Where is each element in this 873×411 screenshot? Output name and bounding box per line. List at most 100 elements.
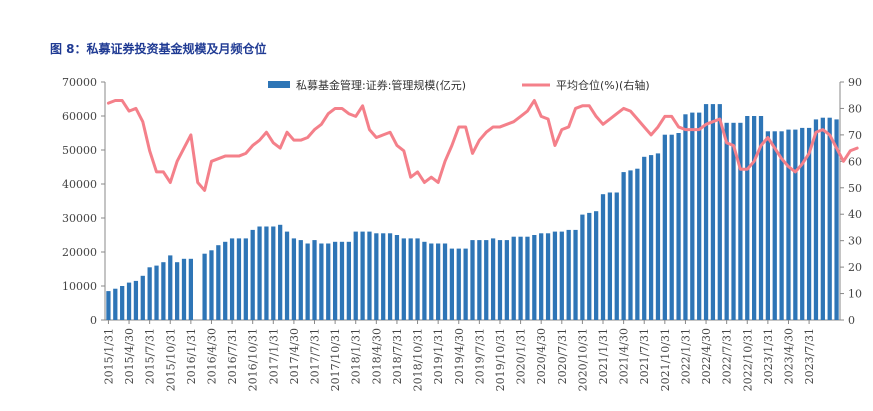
bar <box>710 104 716 320</box>
bar <box>264 226 269 320</box>
bar <box>161 262 166 320</box>
y-left-tick-label: 0 <box>90 314 97 327</box>
bar <box>793 129 798 320</box>
y-left-tick-label: 60000 <box>62 110 97 123</box>
bar <box>422 241 427 320</box>
bar <box>154 265 159 320</box>
x-tick-label: 2019/10/31 <box>494 328 507 391</box>
bar <box>120 286 125 320</box>
bar <box>442 243 448 320</box>
bar <box>298 240 303 320</box>
y-right-tick-label: 60 <box>848 155 862 168</box>
bar <box>724 122 729 320</box>
y-left-tick-label: 20000 <box>62 246 97 259</box>
bar <box>353 231 358 320</box>
bar <box>834 119 839 321</box>
bar <box>518 236 523 320</box>
legend-label-line: 平均仓位(%)(右轴) <box>556 78 650 92</box>
bar <box>573 229 578 320</box>
bar <box>394 235 400 320</box>
bar <box>697 112 702 320</box>
x-tick-label: 2019/7/31 <box>473 328 486 384</box>
y-left-tick-label: 50000 <box>62 144 97 157</box>
x-tick-label: 2015/1/31 <box>102 328 115 384</box>
chart-title: 图 8：私募证券投资基金规模及月频仓位 <box>50 42 267 56</box>
bar <box>216 245 221 320</box>
bar <box>600 194 606 320</box>
y-right-tick-label: 50 <box>848 182 862 195</box>
bar <box>676 133 681 320</box>
bar <box>545 233 551 320</box>
bar <box>374 233 379 320</box>
x-tick-label: 2021/10/31 <box>659 328 672 391</box>
x-tick-label: 2018/10/31 <box>412 328 425 391</box>
line-path <box>106 99 859 192</box>
x-tick-label: 2017/4/30 <box>288 328 301 384</box>
x-tick-label: 2015/4/30 <box>123 328 136 384</box>
bar <box>243 238 248 320</box>
bar <box>408 238 413 320</box>
bar <box>346 241 351 320</box>
x-tick-label: 2019/1/31 <box>432 328 445 384</box>
y-left-tick-label: 40000 <box>62 178 97 191</box>
x-tick-label: 2017/10/31 <box>329 328 342 391</box>
bar <box>532 235 537 320</box>
bar <box>202 253 207 320</box>
bar <box>332 241 338 320</box>
bar <box>401 238 406 320</box>
y-right-tick-label: 70 <box>848 129 862 142</box>
bar <box>106 291 111 320</box>
bar <box>566 229 571 320</box>
bar <box>717 104 722 320</box>
bar <box>463 248 468 320</box>
bar <box>752 116 757 320</box>
bar <box>827 117 832 320</box>
bar <box>683 114 688 320</box>
bar <box>456 248 461 320</box>
y-right-tick-label: 30 <box>848 235 862 248</box>
bar <box>174 262 180 320</box>
bar <box>188 258 193 320</box>
bar <box>786 129 791 320</box>
bar <box>305 243 310 320</box>
bar <box>559 231 564 320</box>
bar <box>484 240 489 320</box>
y-right-tick-label: 40 <box>848 208 862 221</box>
y-right-tick-label: 10 <box>848 288 862 301</box>
bar <box>738 122 743 320</box>
bar <box>539 233 544 320</box>
x-tick-label: 2016/1/31 <box>185 328 198 384</box>
x-tick-label: 2020/10/31 <box>576 328 589 391</box>
bar <box>168 255 173 320</box>
bar <box>635 168 640 320</box>
bar <box>250 229 255 320</box>
bar <box>779 131 784 320</box>
bar <box>381 233 386 320</box>
bar <box>449 248 455 320</box>
x-tick-label: 2020/4/30 <box>535 328 548 384</box>
bar <box>429 243 434 320</box>
bar <box>490 238 496 320</box>
bar-series <box>106 104 839 321</box>
legend: 私募基金管理:证券:管理规模(亿元) 平均仓位(%)(右轴) <box>268 78 650 92</box>
bar <box>662 134 667 320</box>
bar <box>387 233 393 320</box>
x-tick-label: 2015/7/31 <box>144 328 157 384</box>
y-left-tick-label: 70000 <box>62 76 97 89</box>
legend-label-bar: 私募基金管理:证券:管理规模(亿元) <box>296 78 466 92</box>
bar <box>594 211 599 320</box>
bar <box>181 258 187 320</box>
bar <box>126 282 132 320</box>
y-left-tick-label: 30000 <box>62 212 97 225</box>
bar <box>703 104 709 320</box>
bar <box>607 192 613 320</box>
bar <box>436 243 441 320</box>
x-tick-label: 2016/4/30 <box>205 328 218 384</box>
bar <box>209 250 214 320</box>
bar <box>731 122 736 320</box>
bar <box>621 172 626 320</box>
bar <box>312 240 317 320</box>
x-tick-label: 2022/7/31 <box>721 328 734 384</box>
bar <box>284 231 290 320</box>
